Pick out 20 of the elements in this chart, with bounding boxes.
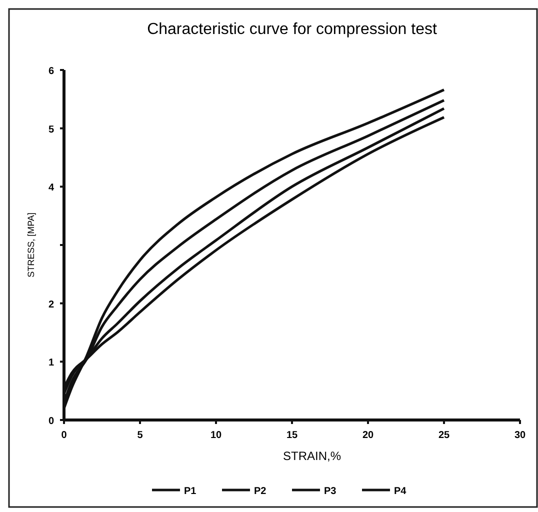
legend-label: P3 bbox=[324, 486, 337, 497]
chart-title: Characteristic curve for compression test bbox=[147, 21, 438, 38]
x-tick-label: 30 bbox=[514, 430, 526, 441]
x-tick-label: 0 bbox=[61, 430, 68, 441]
legend-label: P1 bbox=[184, 486, 197, 497]
y-tick-label: 6 bbox=[48, 66, 54, 77]
x-tick-label: 5 bbox=[137, 430, 144, 441]
x-tick-label: 15 bbox=[286, 430, 298, 441]
y-tick-label: 2 bbox=[48, 299, 54, 310]
y-tick-label: 1 bbox=[48, 358, 54, 369]
legend-label: P4 bbox=[394, 486, 407, 497]
y-axis-title: STRESS, [MPA] bbox=[26, 212, 36, 278]
x-tick-label: 10 bbox=[210, 430, 222, 441]
x-tick-label: 25 bbox=[438, 430, 450, 441]
x-tick-label: 20 bbox=[362, 430, 374, 441]
y-tick-label: 5 bbox=[48, 124, 54, 136]
x-axis-title: STRAIN,% bbox=[282, 449, 342, 463]
y-tick-label: 0 bbox=[48, 416, 54, 427]
legend-label: P2 bbox=[254, 486, 267, 497]
y-tick-label: 4 bbox=[48, 182, 54, 194]
